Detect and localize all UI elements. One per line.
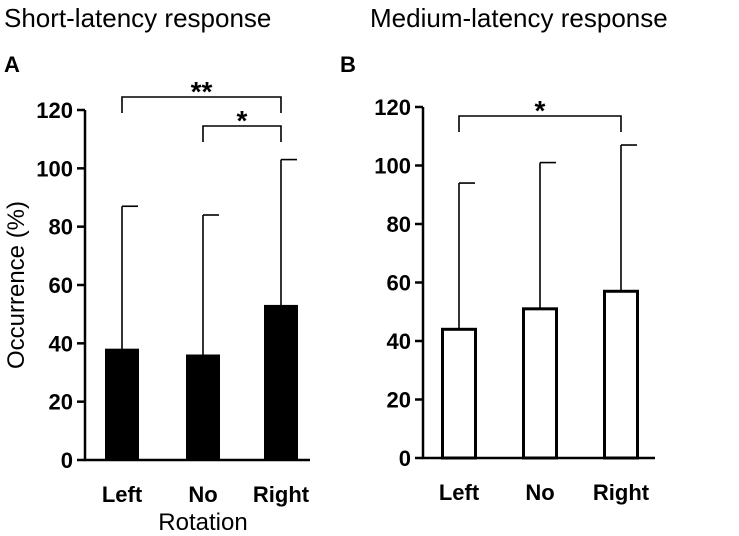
panel-a-y-tick-label: 80 xyxy=(49,215,73,240)
panel-a-ylabel: Occurrence (%) xyxy=(3,201,30,369)
panel-b-bar xyxy=(603,289,639,460)
panel-b-y-tick-label: 40 xyxy=(387,329,411,354)
panel-a-significance-bracket xyxy=(121,96,282,113)
panel-b-x-tick-label: Right xyxy=(593,480,650,505)
panel-b-letter: B xyxy=(340,52,356,77)
panel-b-bar xyxy=(522,307,558,460)
panel-b-plot: 0 20 40 60 80 100 120 Left No Right * xyxy=(374,95,655,505)
panel-a-bar xyxy=(264,304,298,461)
panel-a-x-tick-label: Left xyxy=(102,482,143,507)
panel-a-y-tick-label: 100 xyxy=(36,156,73,181)
panel-a-y-tick-label: 60 xyxy=(49,273,73,298)
panel-b-significance-bracket xyxy=(458,115,622,132)
panel-a-x-tick-label: Right xyxy=(253,482,310,507)
panel-a-y-tick-label: 40 xyxy=(49,331,73,356)
panel-a-significance-label: ** xyxy=(191,76,213,107)
panel-a-y-tick-label: 0 xyxy=(61,448,73,473)
panel-a-y-tick-label: 20 xyxy=(49,390,73,415)
panel-b-y-tick-label: 20 xyxy=(387,388,411,413)
panel-b-title: Medium-latency response xyxy=(370,3,668,33)
panel-b-y-tick-label: 120 xyxy=(374,95,411,120)
panel-a-bar xyxy=(186,354,220,461)
panel-a-bar xyxy=(105,348,139,461)
panel-a-title: Short-latency response xyxy=(4,3,271,33)
panel-b-y-tick-label: 0 xyxy=(399,446,411,471)
panel-b-significance-label: * xyxy=(535,95,546,126)
panel-a-letter: A xyxy=(4,52,20,77)
panel-b-y-tick-label: 100 xyxy=(374,154,411,179)
panel-b-x-tick-label: Left xyxy=(439,480,480,505)
panel-b-y-tick-label: 60 xyxy=(387,271,411,296)
panel-a-significance-bracket xyxy=(202,125,282,142)
panel-b-y-tick-label: 80 xyxy=(387,212,411,237)
panel-a-xlabel: Rotation xyxy=(158,509,247,536)
panel-a-x-tick-label: No xyxy=(188,482,217,507)
panel-b-x-tick-label: No xyxy=(525,480,554,505)
panel-a-y-tick-label: 120 xyxy=(36,98,73,123)
panel-b-bar xyxy=(441,327,477,460)
panel-a-significance-label: * xyxy=(237,105,248,136)
